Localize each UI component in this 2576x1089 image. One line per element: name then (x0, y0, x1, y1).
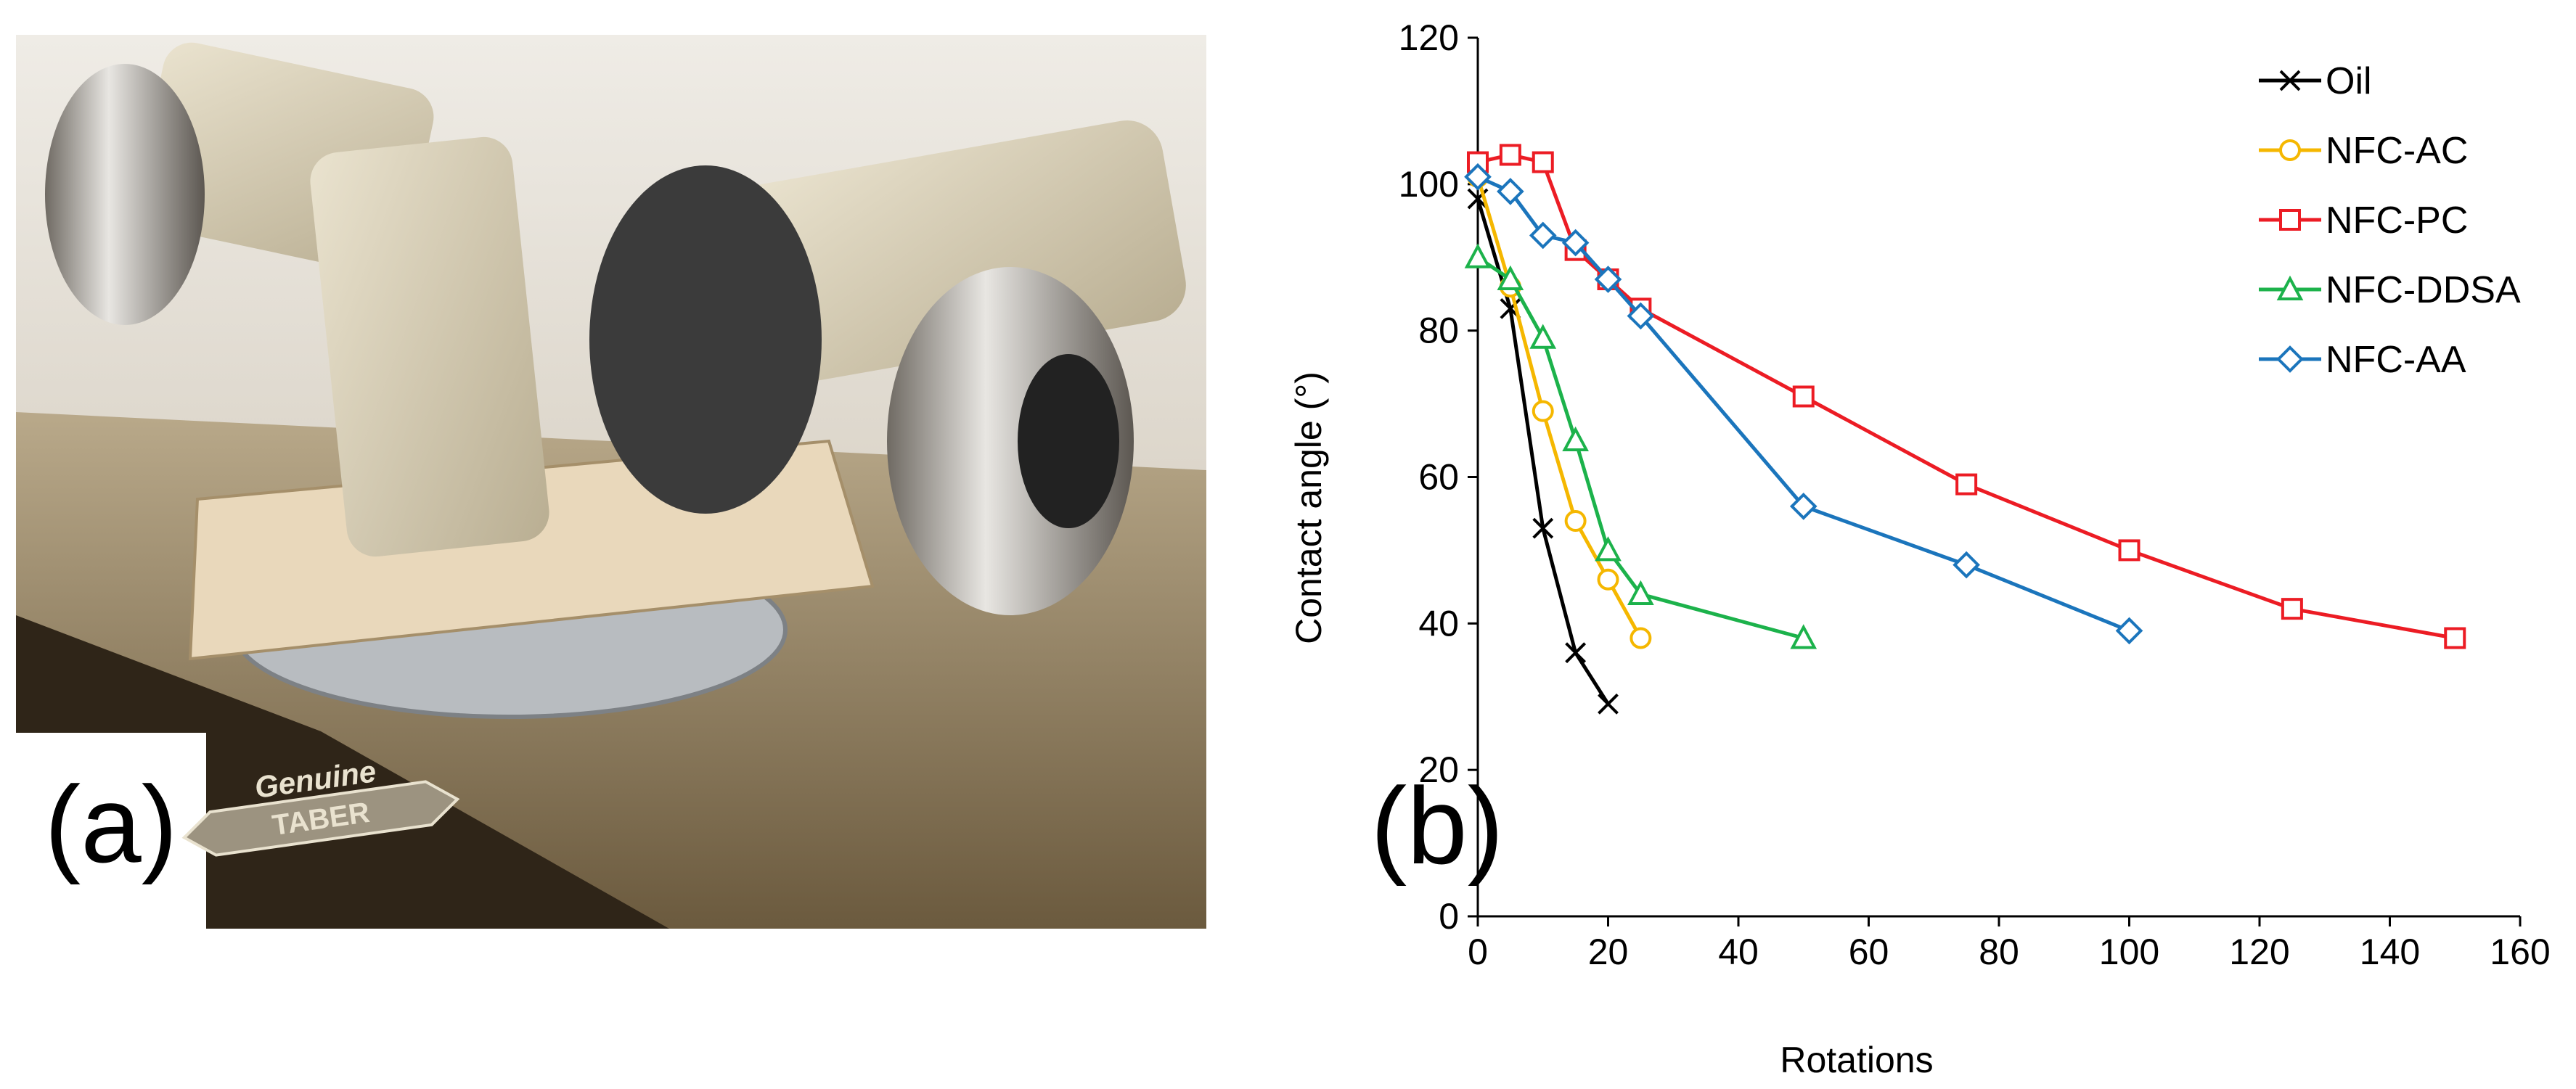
legend-item-nfc-pc: NFC-PC (2259, 200, 2468, 242)
x-tick-label: 40 (1718, 932, 1759, 972)
panel-a-label: (a) (44, 763, 177, 885)
legend-item-oil: Oil (2259, 60, 2372, 102)
data-point-nfc-pc (1499, 144, 1521, 166)
data-point-nfc-aa (2115, 617, 2143, 645)
y-tick-label: 100 (1399, 164, 1459, 205)
center-wheel (589, 165, 822, 514)
data-point-nfc-ac (1532, 400, 1554, 422)
data-point-nfc-pc (1792, 385, 1815, 408)
data-point-nfc-aa (1953, 551, 1980, 579)
data-point-nfc-aa (1561, 229, 1590, 257)
y-tick-label: 40 (1418, 603, 1459, 644)
y-tick-label: 80 (1418, 311, 1459, 351)
legend-label-oil: Oil (2326, 60, 2372, 102)
data-point-nfc-aa (1789, 493, 1817, 520)
right-wheel (887, 267, 1134, 615)
series-nfc-aa (1464, 163, 2143, 645)
x-tick-label: 80 (1979, 932, 2019, 972)
panel-b-label: (b) (1370, 765, 1503, 887)
data-point-nfc-ddsa (1464, 243, 1492, 268)
legend-marker-nfc-pc (2279, 209, 2301, 231)
series-line-nfc-ac (1476, 176, 1643, 639)
legend-item-nfc-aa: NFC-AA (2259, 339, 2466, 381)
data-point-nfc-ac (1630, 627, 1652, 649)
panel-a-label-box (16, 733, 206, 929)
data-point-oil (1532, 517, 1554, 539)
data-point-nfc-ac (1564, 510, 1587, 533)
legend-marker-nfc-ac (2279, 139, 2301, 161)
center-arm (310, 136, 549, 557)
data-point-nfc-ddsa (1595, 536, 1622, 562)
y-tick-label: 60 (1418, 457, 1459, 498)
data-point-nfc-ddsa (1562, 426, 1589, 452)
x-tick-label: 20 (1588, 932, 1629, 972)
data-point-nfc-ddsa (1627, 580, 1654, 605)
y-tick-label: 120 (1399, 17, 1459, 58)
legend-label-nfc-ac: NFC-AC (2326, 130, 2468, 172)
data-point-nfc-pc (2444, 627, 2466, 649)
x-tick-label: 100 (2099, 932, 2159, 972)
taber-abraser-photo: (a) Genuine TABER (16, 35, 1206, 929)
data-point-oil (1598, 693, 1619, 715)
contact-angle-chart: 0 20 40 60 80 100 120 140 160 0 20 40 60 80 100 120 Oil… (1288, 17, 2551, 1080)
data-point-nfc-pc (1955, 473, 1978, 496)
data-point-nfc-ddsa (1790, 624, 1817, 649)
right-wheel-hub (1018, 354, 1119, 528)
x-tick-label: 0 (1468, 932, 1488, 972)
data-point-nfc-aa (1464, 163, 1492, 191)
y-tick-label: 20 (1418, 749, 1459, 790)
series-nfc-ddsa (1464, 243, 1817, 649)
legend-item-nfc-ac: NFC-AC (2259, 130, 2468, 172)
chart-series (1464, 144, 2466, 715)
data-point-nfc-ddsa (1529, 324, 1557, 349)
data-point-nfc-pc (2118, 539, 2140, 562)
legend-item-nfc-ddsa: NFC-DDSA (2259, 269, 2521, 311)
legend-marker-nfc-aa (2276, 345, 2304, 373)
data-point-nfc-pc (1532, 151, 1554, 173)
legend-label-nfc-pc: NFC-PC (2326, 200, 2468, 242)
y-tick-label: 0 (1439, 896, 1459, 937)
data-point-nfc-aa (1497, 178, 1524, 205)
legend-label-nfc-aa: NFC-AA (2326, 339, 2466, 381)
x-tick-label: 120 (2229, 932, 2289, 972)
legend-label-nfc-ddsa: NFC-DDSA (2326, 269, 2521, 311)
data-point-nfc-ac (1597, 568, 1619, 591)
series-line-oil (1476, 198, 1610, 705)
legend-marker-nfc-ddsa (2276, 275, 2304, 300)
x-axis-title: Rotations (1780, 1040, 1933, 1080)
x-tick-label: 160 (2490, 932, 2550, 972)
x-tick-label: 60 (1849, 932, 1889, 972)
left-wheel (45, 64, 205, 325)
data-point-nfc-aa (1627, 302, 1655, 330)
chart-axes: 0 20 40 60 80 100 120 140 160 0 20 40 60 80 100 120 (1399, 17, 2551, 972)
legend-marker-oil (2279, 70, 2301, 91)
data-point-nfc-aa (1529, 221, 1557, 250)
data-point-nfc-aa (1594, 266, 1622, 293)
chart-legend: Oil NFC-AC NFC-PC NFC-DDSA NFC-AA (2259, 60, 2521, 381)
data-point-oil (1565, 642, 1587, 664)
x-tick-label: 140 (2360, 932, 2420, 972)
data-point-nfc-pc (2281, 598, 2303, 620)
y-axis-title: Contact angle (°) (1288, 371, 1329, 644)
data-point-nfc-ddsa (1497, 265, 1524, 291)
